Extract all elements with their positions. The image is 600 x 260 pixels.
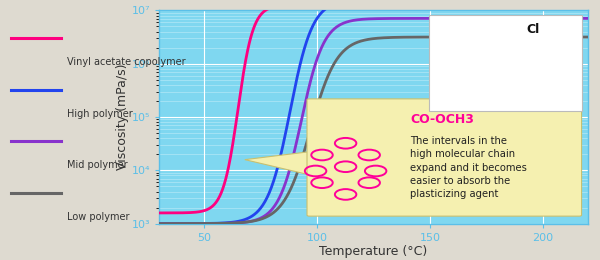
FancyBboxPatch shape	[429, 15, 581, 110]
Text: The intervals in the
high molecular chain
expand and it becomes
easier to absorb: The intervals in the high molecular chai…	[410, 136, 527, 199]
Polygon shape	[245, 152, 309, 175]
Text: CO-OCH3: CO-OCH3	[410, 113, 474, 126]
Text: Cl: Cl	[526, 23, 539, 36]
Text: Vinyl acetate copolymer: Vinyl acetate copolymer	[67, 57, 186, 67]
Text: Mid polymer: Mid polymer	[67, 160, 128, 170]
FancyBboxPatch shape	[307, 99, 581, 216]
Y-axis label: Viscosity (mPa/s): Viscosity (mPa/s)	[116, 64, 128, 170]
X-axis label: Temperature (°C): Temperature (°C)	[319, 245, 428, 258]
Text: High polymer: High polymer	[67, 109, 133, 119]
Text: Low polymer: Low polymer	[67, 212, 130, 222]
